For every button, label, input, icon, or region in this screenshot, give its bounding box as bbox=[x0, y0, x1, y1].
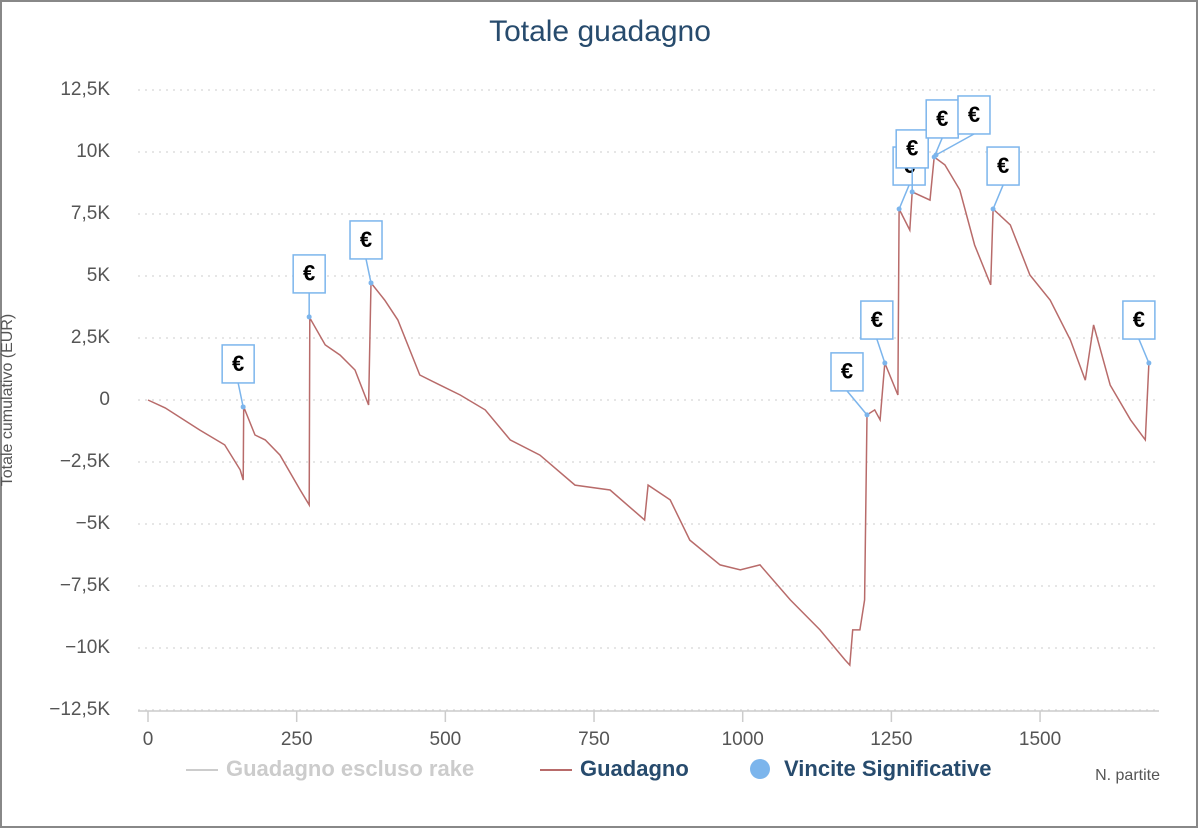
flag-label: € bbox=[968, 102, 980, 127]
flag-label: € bbox=[906, 136, 918, 161]
marker bbox=[1146, 360, 1152, 366]
marker bbox=[933, 152, 939, 158]
y-tick-label: 10K bbox=[76, 141, 110, 162]
flag-stem bbox=[898, 184, 910, 210]
x-tick-label: 1000 bbox=[722, 729, 764, 750]
legend-label: Guadagno escluso rake bbox=[226, 756, 474, 781]
flag-box bbox=[349, 220, 383, 260]
x-tick-label: 750 bbox=[578, 729, 610, 750]
flag-box bbox=[957, 95, 991, 135]
x-tick-label: 1500 bbox=[1019, 729, 1061, 750]
legend-label: Vincite Significative bbox=[784, 756, 991, 781]
flag-stem bbox=[935, 133, 975, 156]
flag-stem bbox=[992, 184, 1004, 210]
flag-label: € bbox=[936, 106, 948, 131]
flag-stem bbox=[365, 258, 372, 284]
chart-title: Totale guadagno bbox=[489, 15, 711, 48]
flag-label: € bbox=[997, 153, 1009, 178]
flag-box bbox=[860, 300, 894, 340]
y-axis-label: Totale cumulativo (EUR) bbox=[0, 314, 16, 487]
y-tick-label: 0 bbox=[99, 389, 110, 410]
flag-box bbox=[221, 344, 255, 384]
flag-stem bbox=[237, 382, 244, 408]
line-series bbox=[147, 155, 1150, 667]
marker bbox=[882, 360, 888, 366]
y-tick-label: −2,5K bbox=[60, 451, 111, 472]
marker bbox=[240, 404, 246, 410]
flag-label: € bbox=[360, 227, 372, 252]
x-axis-label: N. partite bbox=[1095, 767, 1160, 784]
y-tick-label: 12,5K bbox=[60, 79, 110, 100]
marker bbox=[864, 412, 870, 418]
flag-box bbox=[830, 352, 864, 392]
x-tick-label: 250 bbox=[281, 729, 313, 750]
flag-label: € bbox=[303, 261, 315, 286]
legend-symbol bbox=[750, 759, 770, 779]
flag-box bbox=[986, 146, 1020, 186]
flag-label: € bbox=[871, 307, 883, 332]
x-tick-label: 0 bbox=[143, 729, 154, 750]
flag-label: € bbox=[232, 351, 244, 376]
y-tick-label: 2,5K bbox=[71, 327, 110, 348]
y-tick-label: −7,5K bbox=[60, 575, 111, 596]
flag-box bbox=[292, 254, 326, 294]
marker bbox=[368, 280, 374, 286]
x-tick-label: 500 bbox=[430, 729, 462, 750]
flag-label: € bbox=[841, 359, 853, 384]
marker bbox=[909, 189, 915, 195]
flag-box bbox=[895, 129, 929, 169]
flag-label: € bbox=[1133, 307, 1145, 332]
flag-box bbox=[1122, 300, 1156, 340]
y-tick-label: −12,5K bbox=[49, 699, 110, 720]
x-tick-label: 1250 bbox=[870, 729, 912, 750]
y-tick-label: −10K bbox=[65, 637, 110, 658]
y-tick-label: 7,5K bbox=[71, 203, 110, 224]
marker bbox=[306, 314, 312, 320]
flag-box bbox=[925, 99, 959, 139]
marker bbox=[990, 206, 996, 212]
marker bbox=[896, 206, 902, 212]
flag-stem bbox=[1138, 338, 1150, 364]
flag-stem bbox=[846, 390, 868, 416]
legend-label: Guadagno bbox=[580, 756, 689, 781]
flag-stem bbox=[876, 338, 886, 364]
y-tick-label: −5K bbox=[76, 513, 111, 534]
y-tick-label: 5K bbox=[87, 265, 111, 286]
